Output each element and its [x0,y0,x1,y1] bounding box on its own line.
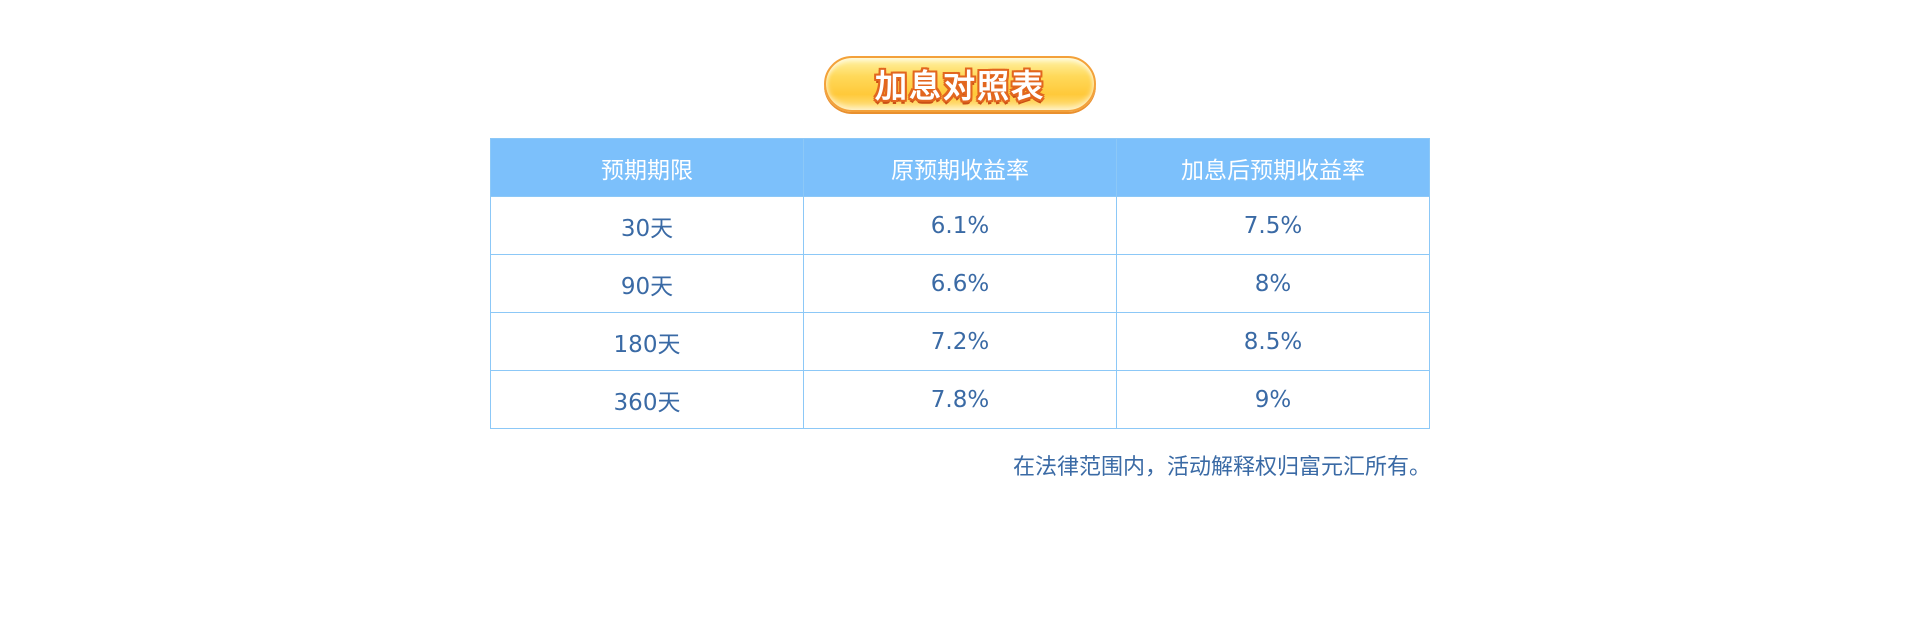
page-title: 加息对照表 [874,67,1045,105]
cell-term: 30天 [490,196,804,255]
cell-original-rate: 6.1% [803,196,1117,255]
cell-term: 90天 [490,254,804,313]
cell-term: 360天 [490,370,804,429]
table-row: 180天 7.2% 8.5% [490,312,1430,371]
cell-boosted-rate: 8% [1116,254,1430,313]
disclaimer-text: 在法律范围内，活动解释权归富元汇所有。 [1012,455,1431,480]
cell-original-rate: 7.2% [803,312,1117,371]
table-row: 30天 6.1% 7.5% [490,196,1430,255]
title-badge: 加息对照表 [824,56,1096,112]
table-row: 90天 6.6% 8% [490,254,1430,313]
header-term: 预期期限 [490,138,804,197]
table-row: 360天 7.8% 9% [490,370,1430,429]
table-header-row: 预期期限 原预期收益率 加息后预期收益率 [490,138,1430,197]
cell-original-rate: 6.6% [803,254,1117,313]
cell-boosted-rate: 9% [1116,370,1430,429]
rate-comparison-table: 预期期限 原预期收益率 加息后预期收益率 30天 6.1% 7.5% 90天 6… [490,138,1430,429]
cell-boosted-rate: 8.5% [1116,312,1430,371]
header-original-rate: 原预期收益率 [803,138,1117,197]
header-boosted-rate: 加息后预期收益率 [1116,138,1430,197]
cell-term: 180天 [490,312,804,371]
cell-original-rate: 7.8% [803,370,1117,429]
cell-boosted-rate: 7.5% [1116,196,1430,255]
